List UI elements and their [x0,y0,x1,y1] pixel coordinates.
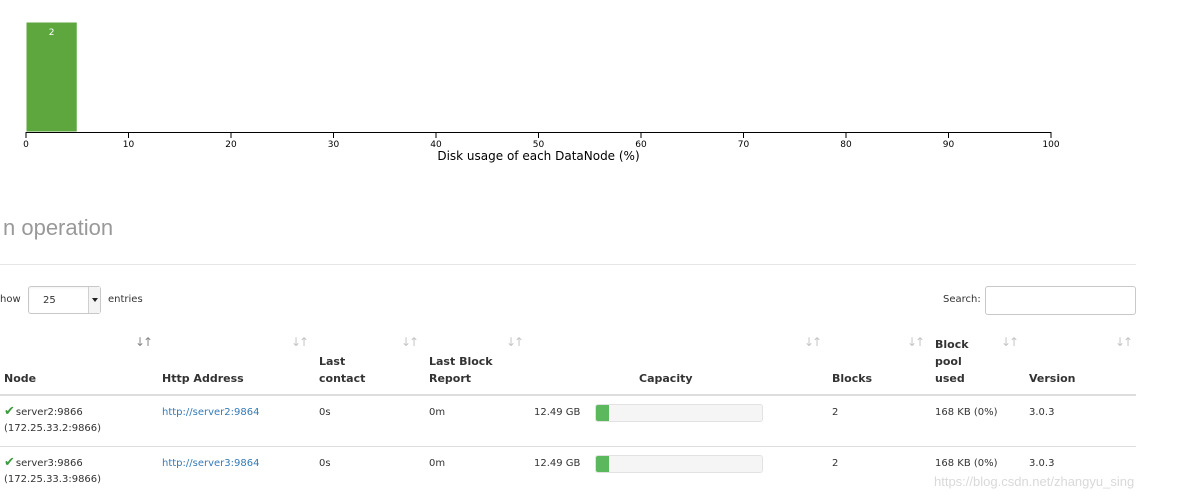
search-input[interactable] [985,286,1136,315]
sort-both-icon[interactable]: ↓↑ [506,335,524,349]
histogram-bar [25,21,78,133]
col-header-last-block-report[interactable]: Last Block Report [429,353,493,387]
x-tick-label: 0 [23,140,29,150]
col-header-blocks[interactable]: Blocks [832,372,873,385]
capacity-value: 12.49 GB [534,458,581,469]
x-tick-label: 80 [840,140,852,150]
x-tick-label: 10 [123,140,135,150]
col-header-capacity[interactable]: Capacity [639,372,693,385]
chevron-down-icon [92,298,98,302]
node-name: server2:9866 [15,407,83,418]
sort-both-icon[interactable]: ↓↑ [401,335,419,349]
col-header-node[interactable]: Node [4,372,37,385]
block-pool-used-value: 168 KB (0%) [935,407,998,418]
col-header-text: Last [319,355,346,368]
capacity-progress-bar [595,455,763,473]
col-header-text: Last Block [429,355,493,368]
col-header-text: used [935,372,965,385]
capacity-progress-bar [595,404,763,422]
node-cell: ✔server3:9866 (172.25.33.3:9866) [4,455,101,488]
entries-select[interactable]: 25 [28,286,101,314]
last-block-report: 0m [429,458,446,469]
x-tick-label: 60 [635,140,647,150]
col-header-text: Report [429,372,472,385]
x-tick-label: 30 [328,140,340,150]
col-header-last-contact[interactable]: Last contact [319,353,365,387]
capacity-progress-fill [596,405,610,421]
bar-count-label: 2 [49,28,55,38]
capacity-progress-fill [596,456,610,472]
entries-label: entries [108,294,143,305]
section-divider [0,264,1136,265]
entries-select-value: 25 [43,295,56,306]
node-ip: (172.25.33.2:9866) [4,423,102,434]
row-divider [0,446,1136,447]
http-address-link[interactable]: http://server2:9864 [162,407,260,418]
sort-both-icon[interactable]: ↓↑ [291,335,309,349]
blocks-value: 2 [832,458,839,469]
select-arrow-box[interactable] [88,287,100,313]
table-header-divider [0,394,1136,396]
search-label: Search: [943,294,981,305]
sort-both-icon[interactable]: ↓↑ [907,335,925,349]
check-icon: ✔ [4,404,15,419]
block-pool-used-value: 168 KB (0%) [935,458,998,469]
sort-both-icon[interactable]: ↓↑ [1001,335,1019,349]
col-header-text: Block [935,338,969,351]
col-header-text: contact [319,372,366,385]
last-block-report: 0m [429,407,446,418]
node-cell: ✔server2:9866 (172.25.33.2:9866) [4,404,101,437]
section-title: n operation [3,215,114,240]
last-contact: 0s [319,458,331,469]
x-tick-label: 40 [430,140,442,150]
x-axis-label: Disk usage of each DataNode (%) [437,149,639,163]
col-header-version[interactable]: Version [1029,372,1076,385]
node-name: server3:9866 [15,458,83,469]
sort-both-icon[interactable]: ↓↑ [1115,335,1133,349]
last-contact: 0s [319,407,331,418]
x-tick-label: 20 [225,140,237,150]
sort-ascending-icon[interactable]: ↓↑ [135,335,153,349]
version-value: 3.0.3 [1029,458,1055,469]
x-tick-label: 100 [1042,140,1059,150]
http-address-link[interactable]: http://server3:9864 [162,458,260,469]
check-icon: ✔ [4,455,15,470]
sort-both-icon[interactable]: ↓↑ [804,335,822,349]
capacity-value: 12.49 GB [534,407,581,418]
x-tick-label: 90 [943,140,955,150]
show-label: how [0,294,21,305]
blocks-value: 2 [832,407,839,418]
watermark: https://blog.csdn.net/zhangyu_sing [934,474,1135,489]
col-header-text: pool [935,355,962,368]
x-tick-label: 50 [533,140,545,150]
col-header-block-pool-used[interactable]: Block pool used [935,336,969,387]
x-tick-label: 70 [738,140,750,150]
node-ip: (172.25.33.3:9866) [4,474,102,485]
col-header-http-address[interactable]: Http Address [162,372,244,385]
version-value: 3.0.3 [1029,407,1055,418]
